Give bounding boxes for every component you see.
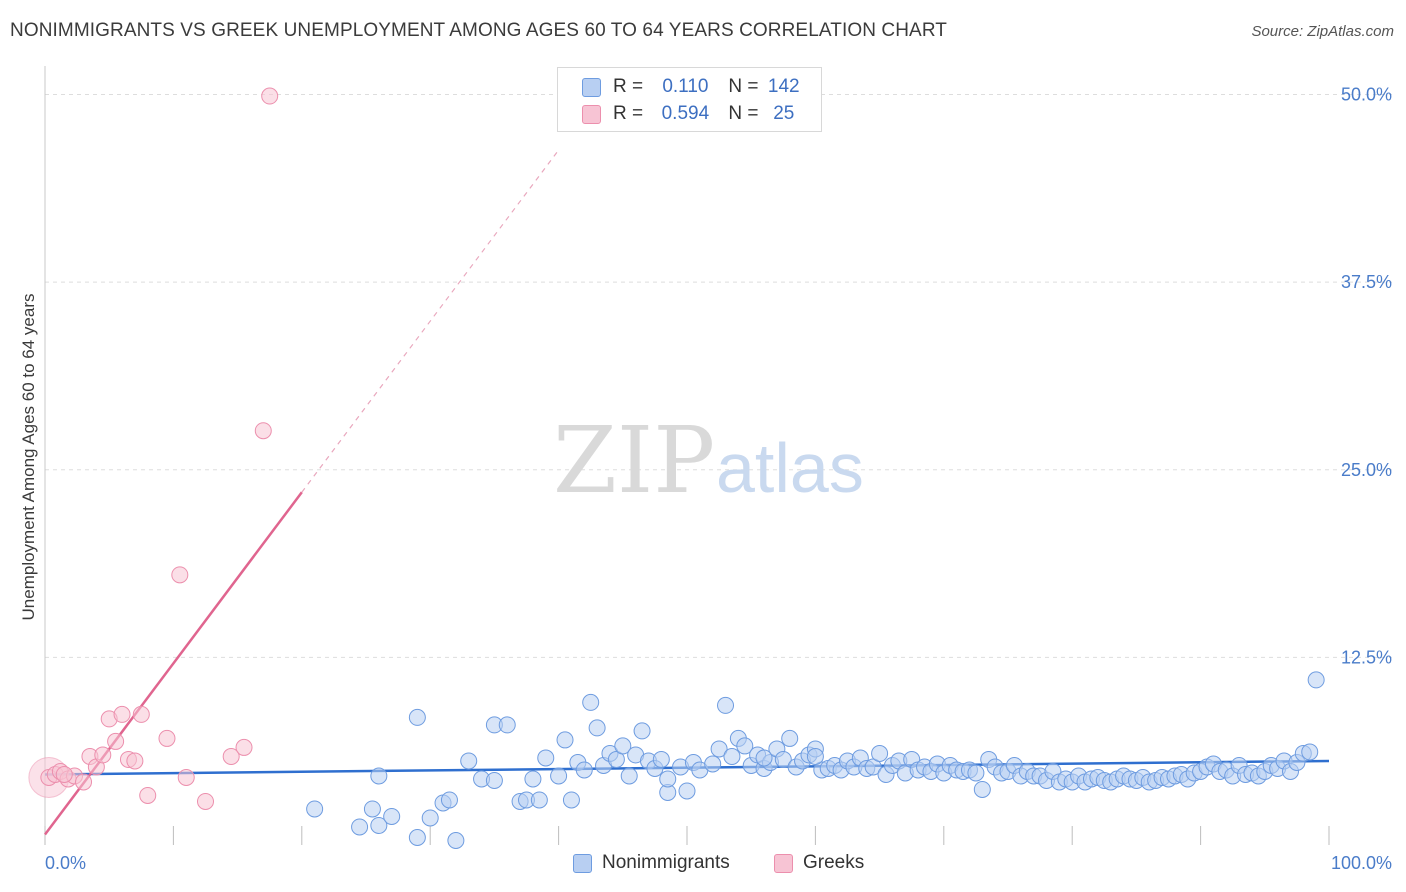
nonimmigrants-point — [498, 716, 516, 734]
legend-row-nonimmigrants: R = 0.110 N = 142 — [582, 74, 804, 100]
legend-swatch-pink — [582, 104, 601, 124]
bottom-legend-nonimmigrants[interactable]: Nonimmigrants — [573, 852, 730, 874]
greeks-point — [75, 773, 93, 791]
nonimmigrants-point — [351, 818, 369, 836]
bottom-legend-greeks[interactable]: Greeks — [774, 852, 864, 874]
legend-row-greeks: R = 0.594 N = 25 — [582, 101, 804, 127]
grid-layer — [45, 94, 1392, 658]
x-tick-label: 100.0% — [1331, 853, 1392, 873]
nonimmigrants-point — [485, 771, 503, 789]
nonimmigrants-point — [871, 744, 889, 762]
nonimmigrants-point — [306, 800, 324, 818]
nonimmigrants-point — [460, 752, 478, 770]
greeks-point — [158, 729, 176, 747]
greeks-point — [222, 747, 240, 765]
legend-n-label: N = — [728, 76, 759, 97]
nonimmigrants-point — [723, 747, 741, 765]
axis-layer — [44, 66, 1330, 845]
nonimmigrants-point — [582, 693, 600, 711]
nonimmigrants-point — [370, 816, 388, 834]
legend-n-value: 25 — [773, 103, 795, 124]
legend-n-value: 142 — [767, 76, 800, 97]
greeks-point — [254, 422, 272, 440]
legend-swatch-blue — [582, 77, 601, 97]
nonimmigrants-point — [633, 722, 651, 740]
nonimmigrants-point — [524, 770, 542, 788]
nonimmigrants-point — [421, 809, 439, 827]
nonimmigrants-point — [774, 750, 792, 768]
legend-r-value: 0.110 — [662, 76, 709, 97]
nonimmigrants-point — [652, 750, 670, 768]
legend-n-label: N = — [728, 103, 759, 124]
nonimmigrants-point — [408, 708, 426, 726]
greeks-point — [197, 792, 214, 810]
nonimmigrants-point — [973, 780, 991, 798]
label-layer: 12.5% 25.0% 37.5% 50.0% 0.0% 100.0% — [45, 85, 1392, 873]
nonimmigrants-point — [1307, 671, 1325, 689]
nonimmigrants-point — [408, 828, 426, 846]
nonimmigrants-point — [440, 791, 458, 809]
nonimmigrants-point — [575, 761, 593, 779]
greeks-point — [126, 752, 144, 770]
legend-r-value: 0.594 — [661, 103, 710, 124]
nonimmigrants-point — [588, 719, 606, 737]
nonimmigrants-point — [1301, 743, 1319, 761]
greeks-point — [94, 746, 112, 764]
nonimmigrants-point — [614, 737, 632, 755]
nonimmigrants-point — [562, 791, 580, 809]
nonimmigrants-point — [678, 782, 696, 800]
bottom-legend-label-greeks: Greeks — [803, 852, 865, 873]
x-tick-label: 0.0% — [45, 853, 86, 873]
nonimmigrants-point — [530, 791, 548, 809]
nonimmigrants-point — [781, 729, 799, 747]
correlation-legend: R = 0.110 N = 142 R = 0.594 N = 25 — [557, 67, 822, 132]
chart-title: NONIMMIGRANTS VS GREEK UNEMPLOYMENT AMON… — [10, 20, 947, 41]
greeks-point — [113, 705, 131, 723]
greeks-point — [139, 786, 157, 804]
nonimmigrants-point — [704, 755, 722, 773]
nonimmigrants-point — [736, 737, 754, 755]
greeks-point — [177, 768, 195, 786]
nonimmigrants-point — [717, 696, 735, 714]
greeks-trendline-extension — [301, 149, 560, 493]
greeks-point — [107, 732, 125, 750]
legend-r-label: R = — [613, 76, 644, 97]
points-layer — [28, 87, 1325, 849]
greeks-point — [261, 87, 279, 105]
y-tick-label: 50.0% — [1341, 85, 1392, 105]
nonimmigrants-point — [806, 747, 824, 765]
legend-r-label: R = — [613, 103, 644, 124]
nonimmigrants-point — [537, 749, 555, 767]
y-tick-label: 25.0% — [1341, 460, 1392, 480]
nonimmigrants-point — [370, 767, 388, 785]
nonimmigrants-point — [710, 740, 728, 758]
nonimmigrants-point — [550, 767, 568, 785]
greeks-point — [55, 765, 73, 783]
y-axis-title: Unemployment Among Ages 60 to 64 years — [19, 294, 38, 621]
nonimmigrants-point — [363, 800, 381, 818]
bottom-legend-swatch-pink — [774, 853, 793, 873]
nonimmigrants-point — [383, 807, 401, 825]
greeks-point — [171, 566, 189, 584]
watermark-zip: ZIP — [553, 407, 715, 514]
y-tick-label: 37.5% — [1341, 272, 1392, 292]
y-tick-label: 12.5% — [1341, 647, 1392, 667]
nonimmigrants-point — [620, 767, 638, 785]
chart-source: Source: ZipAtlas.com — [1251, 23, 1394, 40]
watermark-atlas: atlas — [716, 429, 864, 507]
nonimmigrants-point — [755, 749, 773, 767]
greeks-point — [235, 738, 253, 756]
bottom-legend-label-nonimmigrants: Nonimmigrants — [602, 852, 730, 873]
nonimmigrants-point — [967, 764, 985, 782]
greeks-point — [132, 705, 150, 723]
nonimmigrants-point — [447, 831, 465, 849]
bottom-legend-swatch-blue — [573, 853, 592, 873]
nonimmigrants-point — [659, 770, 677, 788]
nonimmigrants-point — [556, 731, 574, 749]
